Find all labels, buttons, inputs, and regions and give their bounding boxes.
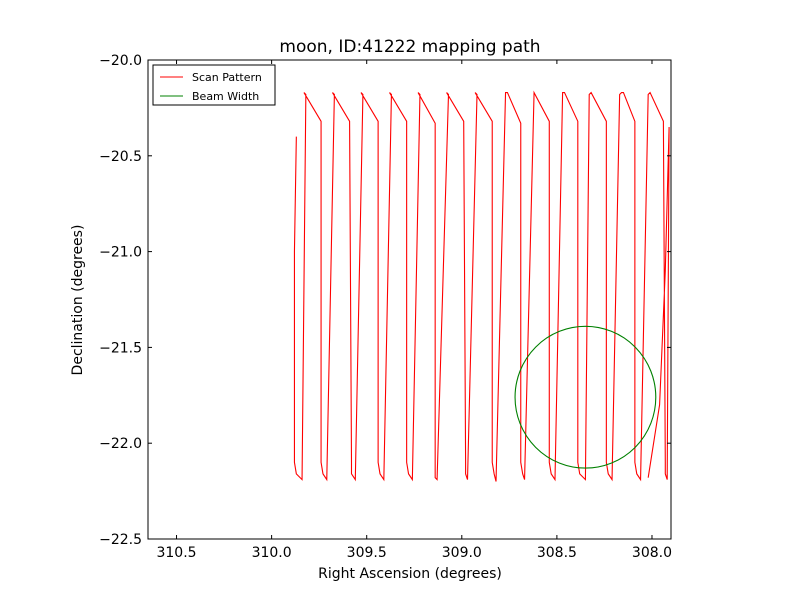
axis-ticks: 310.5 310.0 309.5 309.0 308.5 308.0 −20.0 −20.5…: [99, 53, 672, 561]
legend-box: [152, 64, 276, 106]
x-tick-label: 308.0: [632, 545, 672, 561]
x-tick-label: 310.5: [156, 545, 196, 561]
legend-label-scan-pattern: Scan Pattern: [192, 71, 262, 84]
x-tick-label: 308.5: [537, 545, 577, 561]
scan-pattern-line: [293, 90, 670, 482]
legend: Scan Pattern Beam Width: [152, 64, 276, 106]
plot-area: [293, 90, 670, 482]
x-tick-label: 309.5: [347, 545, 387, 561]
legend-label-beam-width: Beam Width: [192, 90, 259, 103]
chart-title: moon, ID:41222 mapping path: [279, 37, 540, 57]
x-tick-label: 309.0: [442, 545, 482, 561]
y-tick-label: −22.5: [99, 532, 142, 548]
x-tick-label: 310.0: [252, 545, 292, 561]
y-tick-label: −20.0: [99, 53, 142, 69]
y-tick-label: −21.5: [99, 340, 142, 356]
y-tick-label: −20.5: [99, 149, 142, 165]
y-tick-label: −21.0: [99, 245, 142, 261]
beam-width-circle: [514, 325, 657, 469]
x-axis-label: Right Ascension (degrees): [318, 566, 502, 582]
y-axis-label: Declination (degrees): [70, 225, 86, 376]
y-tick-label: −22.0: [99, 436, 142, 452]
axes-frame: [147, 59, 672, 540]
